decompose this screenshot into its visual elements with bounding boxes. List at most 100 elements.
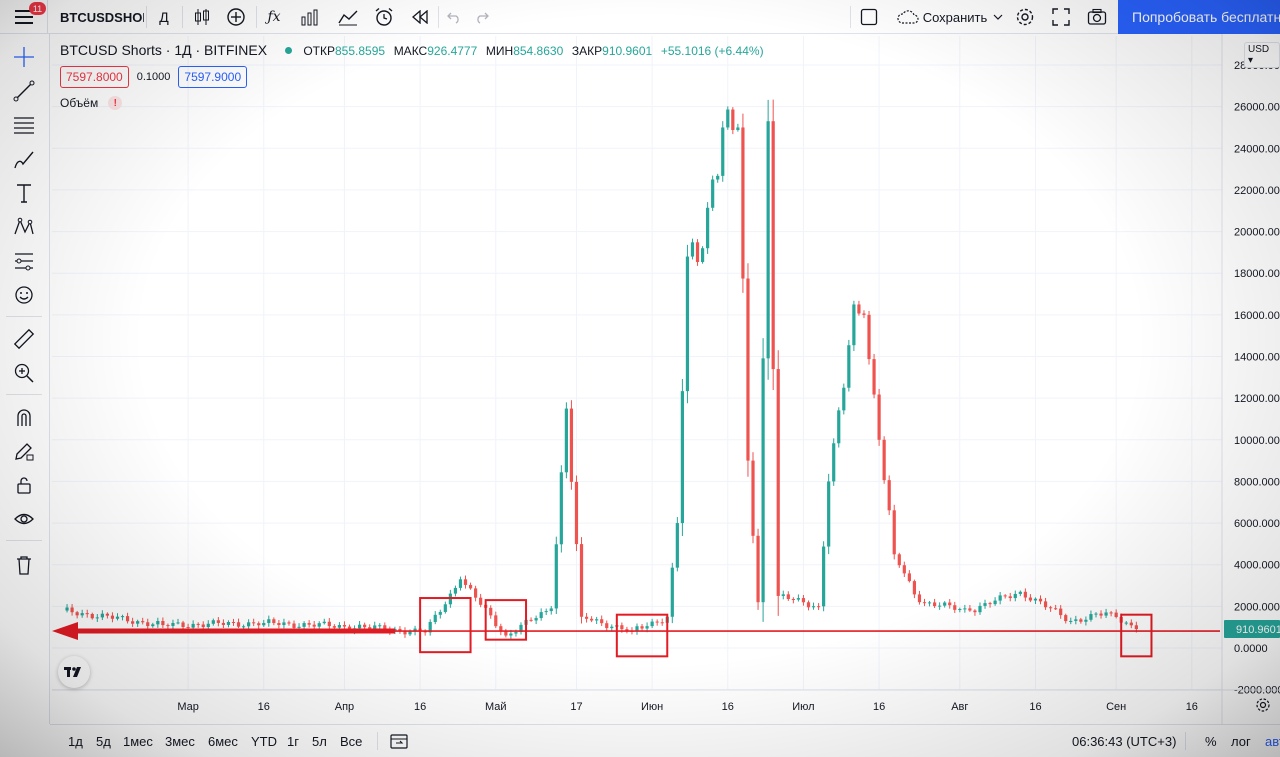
chevron-down-icon — [993, 14, 1003, 20]
pattern-tool[interactable] — [8, 212, 40, 242]
lock-drawings-pencil-tool[interactable] — [8, 436, 40, 466]
warning-icon[interactable]: ! — [108, 96, 123, 110]
replay-button[interactable] — [406, 0, 434, 34]
function-icon: ƒx — [267, 9, 281, 25]
tradingview-logo[interactable] — [58, 656, 90, 688]
candle-down — [105, 613, 109, 616]
candle-up — [837, 410, 841, 444]
price-tick-label: -2000.0000 — [1234, 685, 1280, 697]
text-tool[interactable] — [8, 178, 40, 208]
candles-style-button[interactable] — [188, 0, 216, 34]
candle-down — [907, 573, 911, 582]
alert-button[interactable] — [370, 0, 398, 34]
candle-down — [897, 554, 901, 566]
sell-button[interactable]: 7597.8000 — [60, 66, 129, 88]
auto-toggle[interactable]: авто — [1265, 733, 1280, 749]
candle-down — [912, 581, 917, 595]
try-free-button[interactable]: Попробовать бесплатно — [1118, 0, 1280, 34]
prediction-tool[interactable] — [8, 246, 40, 276]
range-5y[interactable]: 5л — [312, 733, 327, 749]
candle-up — [247, 622, 251, 627]
candle-up — [827, 481, 831, 547]
candle-up — [610, 626, 614, 629]
chart-grid — [52, 36, 1222, 691]
range-1d[interactable]: 1д — [68, 733, 83, 749]
candle-up — [685, 256, 690, 392]
price-tick-label: 14000.0000 — [1234, 352, 1280, 364]
interval-button[interactable]: Д — [159, 9, 169, 25]
compare-button[interactable] — [222, 0, 250, 34]
candle-up — [1074, 619, 1078, 621]
redo-button[interactable] — [470, 0, 494, 34]
menu-button[interactable]: 11 — [0, 0, 48, 34]
candle-up — [978, 605, 982, 613]
fib-tool[interactable] — [8, 110, 40, 140]
range-ytd[interactable]: YTD — [251, 733, 277, 749]
trend-line-tool[interactable] — [8, 76, 40, 106]
range-6m[interactable]: 6мес — [208, 733, 238, 749]
camera-icon — [1087, 8, 1107, 25]
delete-tool[interactable] — [8, 550, 40, 580]
candle-down — [1114, 612, 1118, 617]
fullscreen-icon — [1052, 8, 1070, 26]
undo-button[interactable] — [442, 0, 466, 34]
open-value: 855.8595 — [335, 44, 386, 58]
magnet-tool[interactable] — [8, 402, 40, 432]
strategy-button[interactable] — [334, 0, 362, 34]
templates-button[interactable] — [296, 0, 324, 34]
time-axis[interactable]: Мар 16 Апр 16 Май 17 Июн 16 Июл 16 Авг 16 Сен 16 — [52, 689, 1280, 713]
indicators-button[interactable]: ƒx — [260, 0, 288, 34]
crosshair-tool[interactable] — [8, 42, 40, 72]
candle-up — [378, 625, 382, 627]
lock-tool[interactable] — [8, 470, 40, 500]
range-1y[interactable]: 1г — [287, 733, 299, 749]
save-button[interactable]: Сохранить — [892, 0, 1008, 34]
candle-down — [1059, 608, 1063, 616]
range-3m[interactable]: 3мес — [165, 733, 195, 749]
snapshot-button[interactable] — [1084, 0, 1110, 34]
candle-up — [1104, 612, 1108, 616]
visibility-tool[interactable] — [8, 504, 40, 534]
layout-button[interactable] — [856, 0, 882, 34]
close-label: ЗАКР — [571, 44, 603, 58]
time-tick-label: Авг — [951, 701, 968, 713]
save-label: Сохранить — [922, 9, 988, 25]
chart-legend: BTCUSD Shorts · 1Д · BITFINEX ОТКР855.85… — [60, 42, 769, 58]
candle-down — [872, 359, 876, 395]
price-tick-label: 12000.0000 — [1234, 393, 1280, 405]
zoom-tool[interactable] — [8, 358, 40, 388]
range-5d[interactable]: 5д — [96, 733, 111, 749]
price-axis[interactable]: 28000.000026000.000024000.000022000.0000… — [1221, 34, 1280, 724]
percent-toggle[interactable]: % — [1205, 733, 1217, 749]
range-all[interactable]: Все — [340, 733, 363, 749]
volume-indicator[interactable]: Объём ! — [60, 96, 123, 110]
goto-date-button[interactable] — [390, 725, 408, 757]
candle-down — [201, 624, 205, 627]
candle-up — [721, 127, 725, 176]
candle-down — [473, 588, 478, 598]
open-label: ОТКР — [303, 44, 335, 58]
candle-down — [776, 369, 780, 596]
range-1m[interactable]: 1мес — [123, 733, 153, 749]
candle-down — [660, 622, 664, 624]
highlight-box — [419, 597, 472, 654]
buy-button[interactable]: 7597.9000 — [178, 66, 248, 88]
settings-button[interactable] — [1012, 0, 1038, 34]
gear-icon — [1016, 8, 1034, 26]
last-price-tag — [1224, 620, 1280, 639]
axis-settings-button[interactable] — [1252, 694, 1274, 716]
symbol-title[interactable]: BTCUSD Shorts · 1Д · BITFINEX — [60, 42, 268, 58]
brush-tool[interactable] — [8, 144, 40, 174]
candle-down — [579, 544, 584, 617]
candle-down — [1109, 612, 1113, 614]
candle-down — [307, 623, 311, 625]
symbol-search-button[interactable]: BTCUSDSHORTS — [60, 9, 144, 25]
log-toggle[interactable]: лог — [1231, 733, 1251, 749]
fullscreen-button[interactable] — [1048, 0, 1074, 34]
currency-selector[interactable]: USD ▾ — [1244, 42, 1280, 68]
time-tick-label: Май — [485, 701, 507, 713]
measure-tool[interactable] — [8, 324, 40, 354]
emoji-tool[interactable] — [8, 280, 40, 310]
clock-timezone[interactable]: 06:36:43 (UTC+3) — [1072, 733, 1177, 749]
